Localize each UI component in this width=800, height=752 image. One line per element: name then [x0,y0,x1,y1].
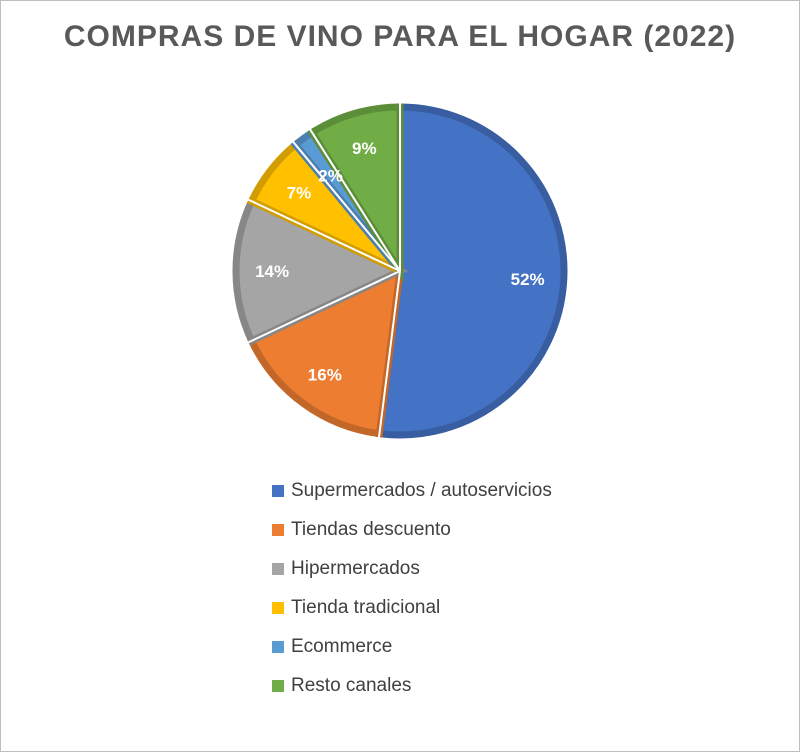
legend-swatch [272,524,284,536]
data-label-hipermercados: 14% [255,262,289,281]
pie-slice-hipermercados [232,196,409,346]
chart-title: COMPRAS DE VINO PARA EL HOGAR (2022) [63,20,737,53]
legend-label: Tiendas descuento [291,519,451,540]
pie-slice-divider [292,140,401,272]
legend-item-hipermercados: Hipermercados [272,556,552,582]
data-label-ecommerce: 2% [318,166,343,185]
legend-swatch [272,680,284,692]
pie-chart: 52% 16% 14% 7% 2% 9% [232,103,568,439]
legend-swatch [272,563,284,575]
pie-slice-tiendas-descuento [246,265,405,438]
pie-slice-supermercados-autoservicios [375,103,568,439]
legend-item-supermercados-autoservicios: Supermercados / autoservicios [272,478,552,504]
legend-label: Tienda tradicional [291,597,441,618]
pie-slice-divider [309,128,401,272]
data-label-tiendas-descuento: 16% [308,365,342,384]
legend-item-ecommerce: Ecommerce [272,634,552,660]
pie-slice-divider [247,198,401,272]
pie-slice-resto-canales [307,103,404,284]
data-label-tienda-tradicional: 7% [287,184,312,203]
legend-swatch [272,602,284,614]
legend-swatch [272,641,284,653]
legend-label: Resto canales [291,675,412,696]
pie-slice-divider [247,270,401,344]
legend-swatch [272,485,284,497]
pie-slice-divider [377,270,401,438]
chart-legend: Supermercados / autoservicios Tiendas des… [272,478,552,712]
legend-label: Hipermercados [291,558,420,579]
legend-label: Supermercados / autoservicios [291,480,552,501]
legend-label: Ecommerce [291,636,393,657]
legend-item-resto-canales: Resto canales [272,673,552,699]
legend-item-tiendas-descuento: Tiendas descuento [272,517,552,543]
data-label-resto-canales: 9% [352,139,377,158]
data-label-supermercados-autoservicios: 52% [511,270,545,289]
legend-item-tienda-tradicional: Tienda tradicional [272,595,552,621]
